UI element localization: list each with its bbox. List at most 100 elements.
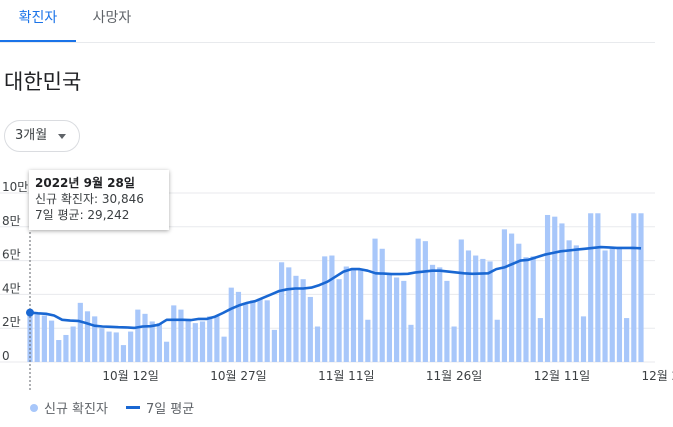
case-bar[interactable] xyxy=(516,243,522,362)
tab-deaths[interactable]: 사망자 xyxy=(92,10,132,26)
case-bar[interactable] xyxy=(56,340,62,362)
case-bar[interactable] xyxy=(34,314,40,362)
case-bar[interactable] xyxy=(638,213,644,362)
case-bar[interactable] xyxy=(171,305,177,362)
case-bar[interactable] xyxy=(588,213,594,362)
case-bar[interactable] xyxy=(552,216,558,362)
case-bar[interactable] xyxy=(293,275,299,362)
x-tick-label: 12월 11일 xyxy=(534,369,590,383)
case-bar[interactable] xyxy=(300,279,306,362)
legend-line-label: 7일 평균 xyxy=(145,402,195,417)
case-bar[interactable] xyxy=(487,261,493,362)
case-bar[interactable] xyxy=(142,313,148,362)
case-bar[interactable] xyxy=(106,331,112,362)
tab-cases[interactable]: 확진자 xyxy=(0,0,76,42)
case-bar[interactable] xyxy=(228,287,234,362)
case-bar[interactable] xyxy=(566,240,572,362)
case-bar[interactable] xyxy=(48,320,55,362)
case-bar[interactable] xyxy=(609,248,615,362)
case-bar[interactable] xyxy=(221,336,227,362)
case-bar[interactable] xyxy=(322,256,328,362)
case-bar[interactable] xyxy=(365,319,371,362)
case-bar[interactable] xyxy=(199,321,206,362)
case-bar[interactable] xyxy=(444,280,450,362)
case-bar[interactable] xyxy=(235,291,242,362)
case-bar[interactable] xyxy=(214,315,220,362)
x-tick-label: 10월 27일 xyxy=(210,369,266,383)
case-bar[interactable] xyxy=(63,334,69,362)
chart-legend: 신규 확진자 7일 평균 xyxy=(30,398,194,417)
case-bar[interactable] xyxy=(27,309,33,362)
case-bar[interactable] xyxy=(135,309,141,362)
case-bar[interactable] xyxy=(602,250,608,362)
case-bar[interactable] xyxy=(394,277,400,363)
tab-bar: 확진자 사망자 xyxy=(0,0,655,43)
case-bar[interactable] xyxy=(458,239,464,362)
case-bar[interactable] xyxy=(250,300,256,362)
case-bar[interactable] xyxy=(580,316,587,362)
case-bar[interactable] xyxy=(350,268,357,362)
case-bar[interactable] xyxy=(336,279,342,362)
case-bar[interactable] xyxy=(415,238,421,362)
case-bar[interactable] xyxy=(149,321,155,362)
case-bar[interactable] xyxy=(595,213,601,362)
case-bar[interactable] xyxy=(343,266,349,362)
case-bar[interactable] xyxy=(494,319,500,362)
case-bar[interactable] xyxy=(243,302,249,362)
case-bar[interactable] xyxy=(616,247,623,362)
case-bar[interactable] xyxy=(465,250,472,362)
case-bar[interactable] xyxy=(307,296,313,362)
case-bar[interactable] xyxy=(501,229,508,362)
case-bar[interactable] xyxy=(163,341,170,362)
case-bar[interactable] xyxy=(120,345,127,362)
range-dropdown[interactable]: 3개월 xyxy=(4,120,80,152)
case-bar[interactable] xyxy=(372,238,378,362)
case-bar[interactable] xyxy=(559,223,565,362)
case-bar[interactable] xyxy=(473,255,479,362)
case-bar[interactable] xyxy=(537,318,543,362)
case-bar[interactable] xyxy=(257,298,263,362)
case-bar[interactable] xyxy=(192,323,198,362)
case-bar[interactable] xyxy=(437,267,443,362)
case-bar[interactable] xyxy=(480,258,486,362)
case-bar[interactable] xyxy=(207,316,213,362)
case-bar[interactable] xyxy=(422,241,428,362)
case-bar[interactable] xyxy=(386,274,392,362)
case-bar[interactable] xyxy=(573,245,579,362)
range-dropdown-label: 3개월 xyxy=(15,128,48,143)
case-bar[interactable] xyxy=(314,326,321,362)
case-bar[interactable] xyxy=(401,280,407,362)
case-bar[interactable] xyxy=(329,255,335,362)
case-bar[interactable] xyxy=(509,233,515,362)
case-bar[interactable] xyxy=(624,318,630,362)
tooltip-date: 2022년 9월 28일 xyxy=(35,176,135,190)
case-bar[interactable] xyxy=(70,326,76,362)
case-bar[interactable] xyxy=(271,329,277,362)
y-tick-label: 2만 xyxy=(2,315,21,329)
case-bar[interactable] xyxy=(264,300,270,362)
case-bar[interactable] xyxy=(286,267,292,362)
tooltip-avg: 7일 평균: 29,242 xyxy=(35,208,130,222)
case-bar[interactable] xyxy=(631,213,637,362)
case-bar[interactable] xyxy=(41,315,47,362)
case-bar[interactable] xyxy=(358,269,364,362)
case-bar[interactable] xyxy=(185,319,191,362)
case-bar[interactable] xyxy=(523,257,529,362)
case-bar[interactable] xyxy=(379,248,385,362)
case-bar[interactable] xyxy=(530,256,536,362)
case-bar[interactable] xyxy=(408,324,414,362)
case-bar[interactable] xyxy=(84,311,91,362)
case-bar[interactable] xyxy=(544,214,551,362)
case-bar[interactable] xyxy=(429,264,436,362)
case-bar[interactable] xyxy=(451,326,457,362)
case-bar[interactable] xyxy=(113,332,119,362)
case-bar[interactable] xyxy=(178,309,184,362)
case-bar[interactable] xyxy=(99,328,105,362)
case-bar[interactable] xyxy=(279,262,285,362)
case-bar[interactable] xyxy=(128,331,134,362)
case-bar[interactable] xyxy=(92,316,98,362)
legend-bars-label: 신규 확진자 xyxy=(44,402,108,417)
case-bar[interactable] xyxy=(77,302,83,362)
y-tick-label: 4만 xyxy=(2,281,21,295)
case-bar[interactable] xyxy=(156,323,162,362)
